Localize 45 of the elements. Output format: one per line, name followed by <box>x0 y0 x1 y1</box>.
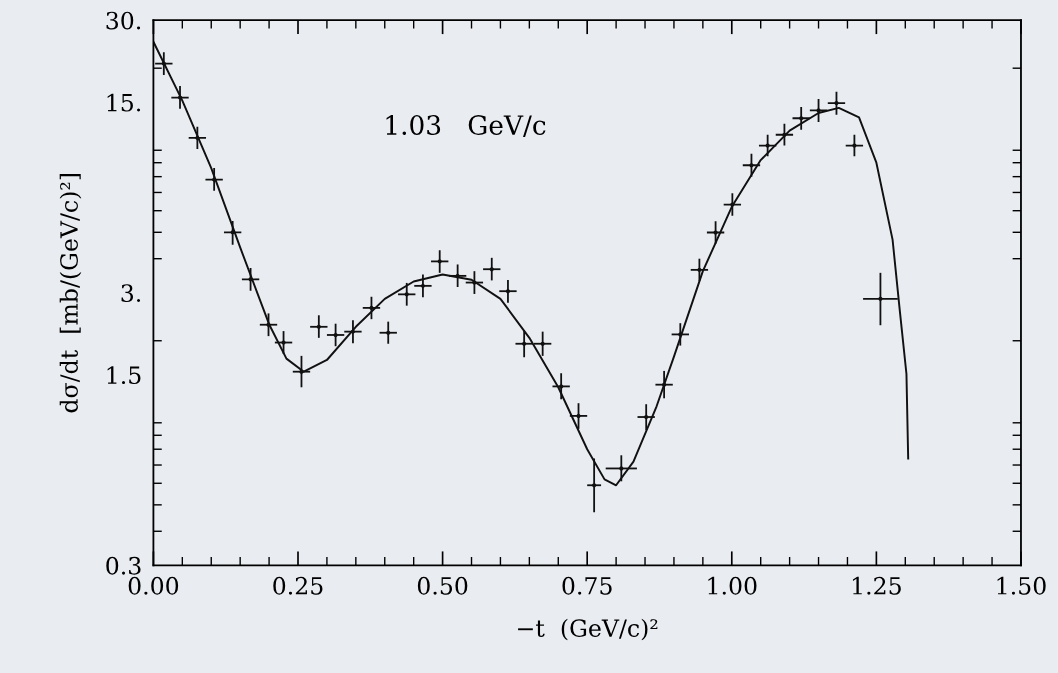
point <box>177 95 183 100</box>
annotation: 1.03 GeV/c <box>386 115 546 138</box>
point <box>782 132 787 137</box>
y-axis-title: dσ/dt [mb/(GeV/c)²] <box>59 173 82 413</box>
point <box>333 332 338 338</box>
point <box>799 116 804 121</box>
y-tick-label: 1.5 <box>107 366 141 385</box>
y-tick-label: 3. <box>121 284 141 303</box>
y-tick-label: 15. <box>107 93 141 112</box>
y-tick-label: 0.3 <box>106 556 141 575</box>
x-tick-label: 1.00 <box>708 576 757 595</box>
point <box>455 273 460 278</box>
point <box>230 230 235 235</box>
point <box>195 135 200 140</box>
point <box>404 292 409 297</box>
point <box>316 324 321 329</box>
x-tick-label: 0.00 <box>128 576 179 595</box>
point <box>592 483 597 488</box>
x-tick-label: 0.50 <box>417 576 468 595</box>
x-tick-label: 1.25 <box>852 576 901 595</box>
x-tick-label: 1.50 <box>997 576 1046 595</box>
point <box>369 305 374 310</box>
point <box>749 163 754 168</box>
point <box>678 332 683 337</box>
point <box>437 259 442 264</box>
point <box>576 413 581 418</box>
x-axis-title: −t (GeV/c)² <box>518 618 658 641</box>
point <box>559 384 564 389</box>
point <box>420 283 426 288</box>
point <box>697 267 702 272</box>
point <box>522 341 527 346</box>
x-tick-label: 0.75 <box>562 576 612 595</box>
point <box>489 267 494 272</box>
point <box>834 100 839 106</box>
point <box>505 289 511 294</box>
point <box>644 414 649 420</box>
point <box>540 341 545 346</box>
x-tick-label: 0.25 <box>273 576 323 595</box>
y-tick-label: 30. <box>106 11 141 30</box>
point <box>878 296 883 301</box>
point <box>161 61 166 66</box>
point <box>281 340 286 345</box>
point <box>386 330 391 335</box>
point <box>350 329 356 334</box>
point <box>662 382 667 387</box>
